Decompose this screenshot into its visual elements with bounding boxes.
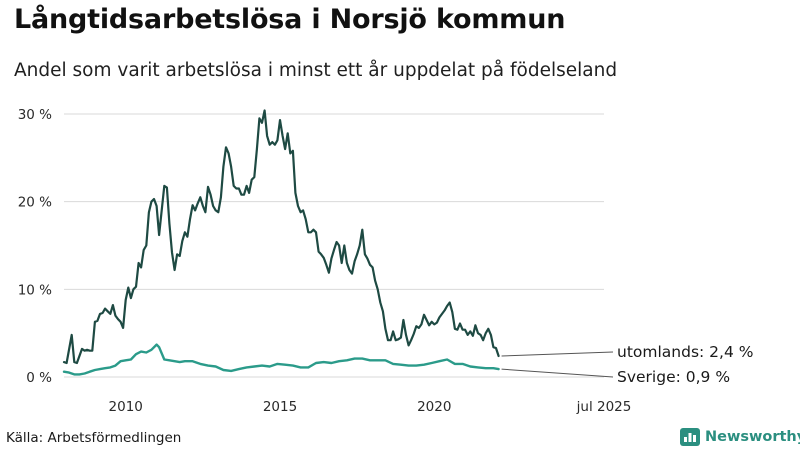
x-axis-tick-labels: 2010 2015 2020 jul 2025 bbox=[109, 399, 632, 415]
y-tick-label: 20 % bbox=[18, 195, 52, 211]
chart-title: Långtidsarbetslösa i Norsjö kommun bbox=[14, 4, 566, 35]
brand-name: Newsworthy bbox=[705, 429, 800, 445]
x-tick-label: 2010 bbox=[109, 399, 143, 415]
end-label-utomlands: utomlands: 2,4 % bbox=[617, 343, 753, 361]
series-lines bbox=[62, 109, 500, 376]
y-tick-label: 30 % bbox=[18, 107, 52, 123]
x-tick-label: 2015 bbox=[263, 399, 297, 415]
x-tick-label: 2020 bbox=[417, 399, 451, 415]
series-end-labels: utomlands: 2,4 % Sverige: 0,9 % bbox=[501, 343, 753, 386]
series-line-sverige bbox=[62, 343, 500, 376]
y-tick-label: 0 % bbox=[26, 370, 52, 386]
newsworthy-logo-icon bbox=[680, 428, 700, 446]
chart-subtitle: Andel som varit arbetslösa i minst ett å… bbox=[14, 60, 618, 81]
x-tick-label: jul 2025 bbox=[576, 399, 632, 415]
y-axis-tick-labels: 0 % 10 % 20 % 30 % bbox=[18, 107, 52, 386]
grid-lines bbox=[64, 113, 604, 378]
series-line-utomlands bbox=[62, 109, 500, 365]
end-label-leader-sverige bbox=[501, 368, 614, 378]
brand-logo: Newsworthy bbox=[680, 428, 800, 446]
source-note: Källa: Arbetsförmedlingen bbox=[6, 430, 182, 446]
end-label-leader-utomlands bbox=[501, 351, 614, 357]
y-tick-label: 10 % bbox=[18, 282, 52, 298]
end-label-sverige: Sverige: 0,9 % bbox=[617, 368, 730, 386]
